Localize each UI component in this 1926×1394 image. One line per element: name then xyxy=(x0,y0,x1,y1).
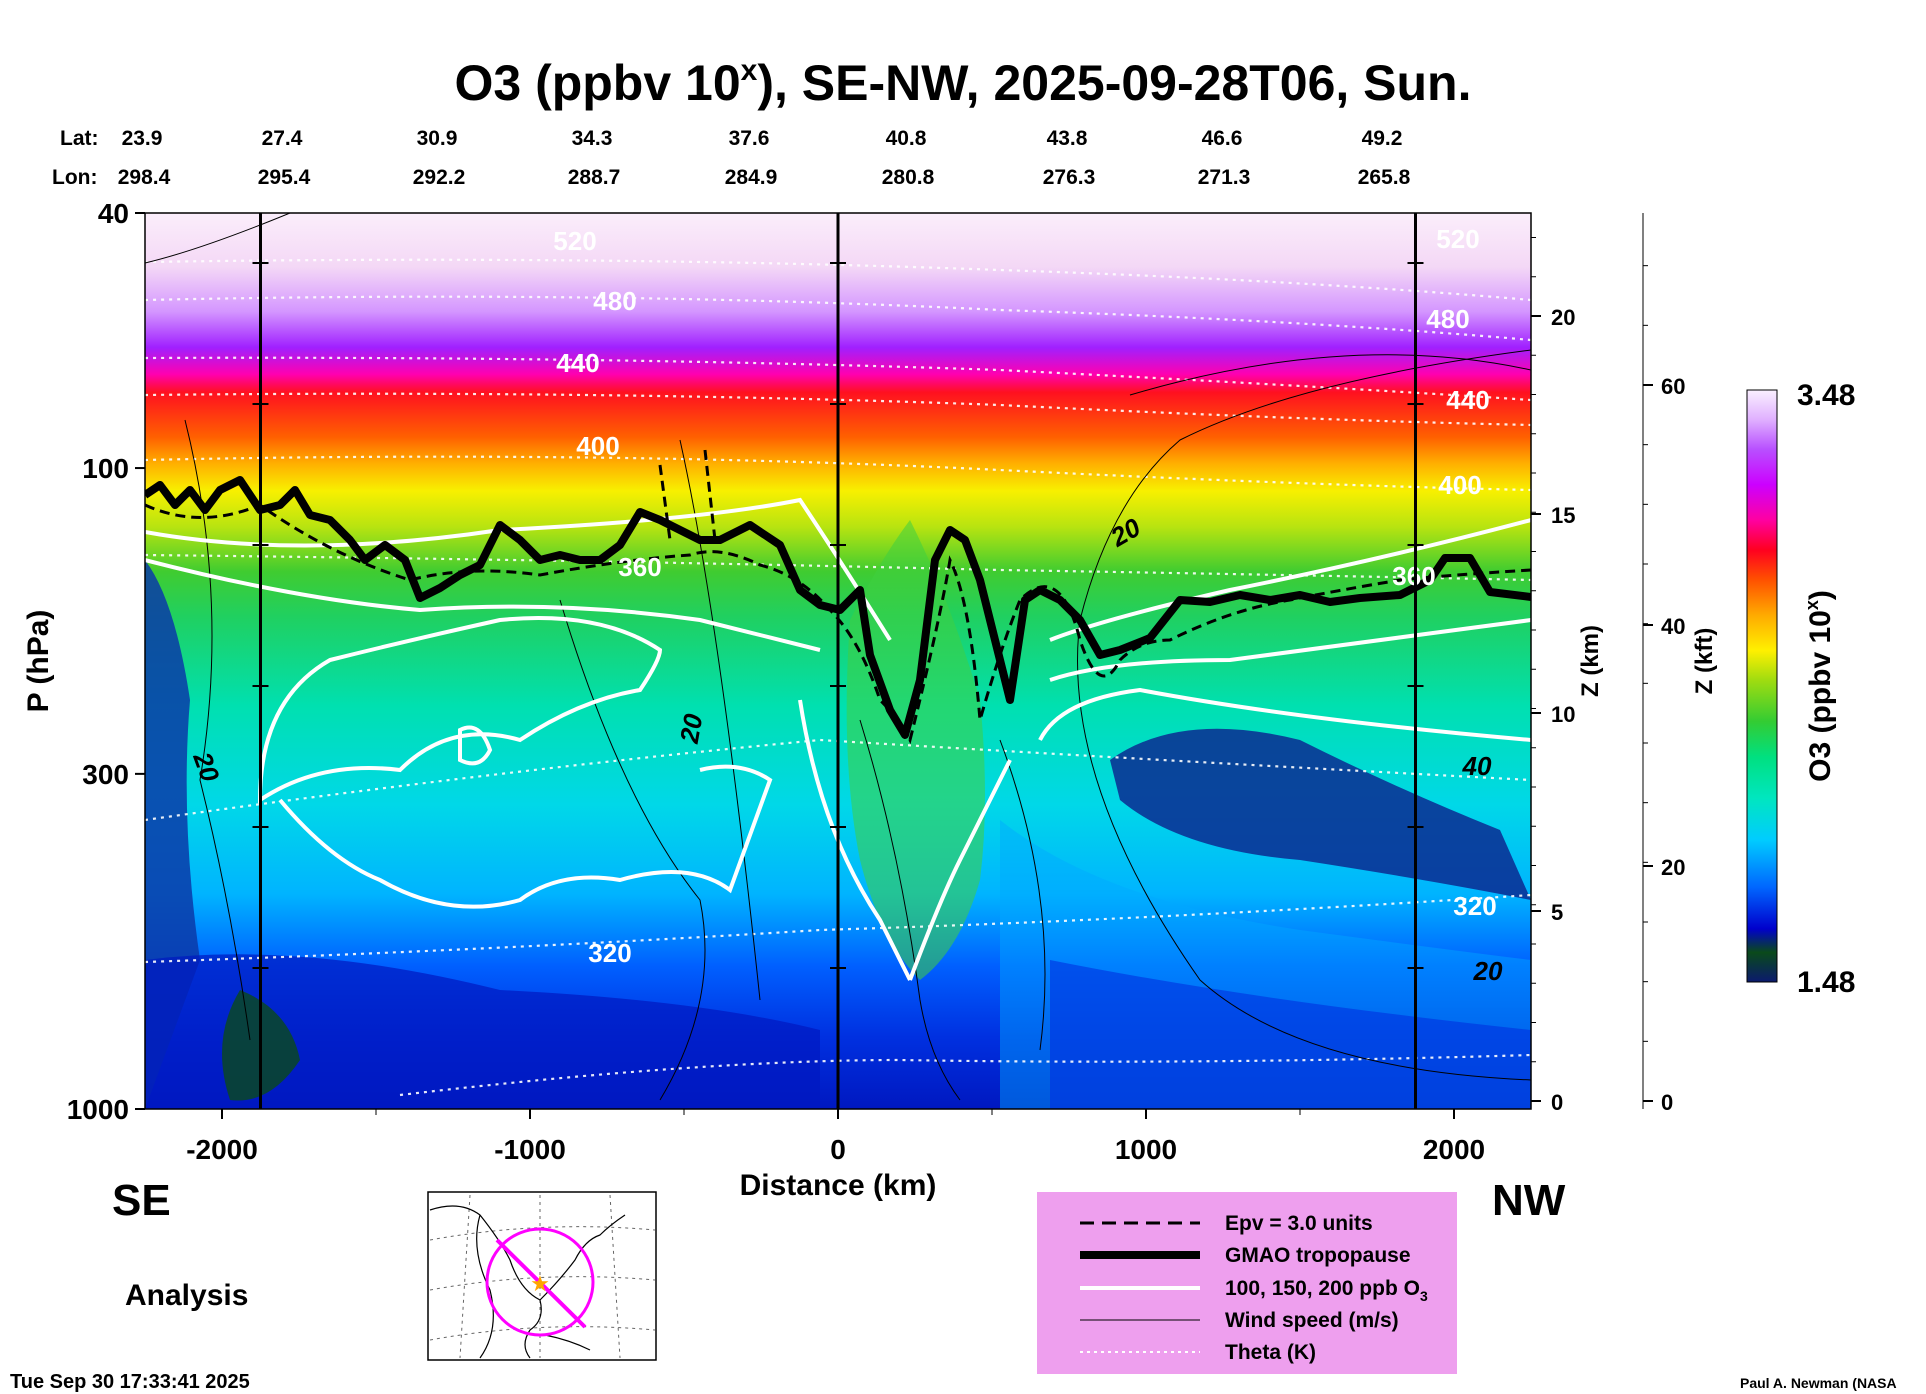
lon-value: 276.3 xyxy=(1043,166,1096,189)
lon-value: 295.4 xyxy=(258,166,311,189)
lat-value: 49.2 xyxy=(1362,127,1403,150)
timestamp: Tue Sep 30 17:33:41 2025 xyxy=(10,1371,250,1393)
theta-label: 480 xyxy=(593,286,636,316)
lat-value: 27.4 xyxy=(262,127,303,150)
lat-value: 43.8 xyxy=(1047,127,1088,150)
theta-label: 360 xyxy=(618,552,661,582)
z-kft-label: Z (kft) xyxy=(1691,628,1718,695)
x-axis-label: Distance (km) xyxy=(740,1169,937,1202)
z-km-tick-label: 5 xyxy=(1551,900,1563,925)
x-tick-label: 1000 xyxy=(1115,1134,1177,1165)
z-kft-tick-label: 40 xyxy=(1661,614,1685,639)
direction-left: SE xyxy=(112,1176,171,1225)
p-tick-label: 40 xyxy=(98,198,129,229)
theta-label: 520 xyxy=(553,226,596,256)
credit: Paul A. Newman (NASA xyxy=(1740,1375,1897,1391)
legend-ozone-contours: 100, 150, 200 ppb O3 xyxy=(1225,1277,1428,1304)
ozone-blue-right-low xyxy=(1050,960,1531,1109)
pressure-axis-ticks: 40 100 300 1000 xyxy=(67,198,145,1125)
wind-label: 40 xyxy=(1462,751,1492,781)
z-kft-tick-label: 0 xyxy=(1661,1090,1673,1115)
lon-value: 298.4 xyxy=(118,166,171,189)
ozone-dark-patch-right xyxy=(1110,728,1531,900)
lat-lon-values: 23.9 27.4 30.9 34.3 37.6 40.8 43.8 46.6 49.2 298.… xyxy=(118,127,1411,189)
theta-label: 400 xyxy=(1438,470,1481,500)
map-range-circle xyxy=(485,1227,595,1337)
p-tick-label: 300 xyxy=(82,759,129,790)
colorbar-max-label: 3.48 xyxy=(1797,379,1855,412)
vertical-marker-lines xyxy=(252,213,1424,1109)
legend-wind-speed: Wind speed (m/s) xyxy=(1225,1309,1399,1332)
x-tick-label: 2000 xyxy=(1423,1134,1485,1165)
lat-value: 34.3 xyxy=(572,127,613,150)
x-tick-label: -2000 xyxy=(186,1134,258,1165)
map-section-line xyxy=(495,1238,587,1329)
map-center-star-icon: ★ xyxy=(530,1272,550,1297)
lat-value: 46.6 xyxy=(1202,127,1243,150)
theta-label: 320 xyxy=(588,938,631,968)
theta-label: 480 xyxy=(1426,304,1469,334)
x-axis-ticks: -2000 -1000 0 1000 2000 xyxy=(186,1109,1485,1165)
ozone-low-patch-bottom xyxy=(145,954,820,1109)
epv-contour xyxy=(145,449,1531,745)
colorbar-min-label: 1.48 xyxy=(1797,966,1855,999)
z-km-label: Z (km) xyxy=(1577,625,1604,697)
theta-contours xyxy=(145,258,1531,1097)
colorbar-label: O3 (ppbv 10x) xyxy=(1802,590,1837,782)
z-km-tick-label: 10 xyxy=(1551,702,1575,727)
mode-label: Analysis xyxy=(125,1279,248,1312)
lat-value: 23.9 xyxy=(122,127,163,150)
lat-value: 40.8 xyxy=(886,127,927,150)
theta-label: 440 xyxy=(556,348,599,378)
x-tick-label: -1000 xyxy=(494,1134,566,1165)
legend: Epv = 3.0 units GMAO tropopause 100, 150… xyxy=(1037,1192,1457,1374)
legend-epv: Epv = 3.0 units xyxy=(1225,1212,1373,1235)
z-kft-axis: 0 20 40 60 xyxy=(1642,213,1685,1115)
z-km-tick-label: 0 xyxy=(1551,1090,1563,1115)
lon-label: Lon: xyxy=(52,166,97,189)
lon-value: 284.9 xyxy=(725,166,778,189)
theta-label: 520 xyxy=(1436,224,1479,254)
lat-label: Lat: xyxy=(60,127,99,150)
z-kft-tick-label: 20 xyxy=(1661,855,1685,880)
z-km-tick-label: 20 xyxy=(1551,305,1575,330)
legend-tropopause: GMAO tropopause xyxy=(1225,1244,1411,1267)
z-km-tick-label: 15 xyxy=(1551,503,1575,528)
p-tick-label: 1000 xyxy=(67,1094,129,1125)
lon-value: 280.8 xyxy=(882,166,935,189)
wind-label: 20 xyxy=(1473,956,1503,986)
x-tick-label: 0 xyxy=(830,1134,846,1165)
lat-value: 30.9 xyxy=(417,127,458,150)
ozone-intrusion xyxy=(846,520,985,980)
lon-value: 265.8 xyxy=(1358,166,1411,189)
lat-value: 37.6 xyxy=(729,127,770,150)
lon-value: 288.7 xyxy=(568,166,621,189)
theta-label: 400 xyxy=(576,431,619,461)
colorbar xyxy=(1746,389,1778,983)
location-map-inset: ★ xyxy=(427,1191,657,1361)
direction-right: NW xyxy=(1492,1176,1566,1225)
gmao-tropopause-line xyxy=(145,476,1531,739)
p-tick-label: 100 xyxy=(82,453,129,484)
chart-title: O3 (ppbv 10x), SE-NW, 2025-09-28T06, Sun… xyxy=(454,54,1471,111)
legend-theta: Theta (K) xyxy=(1225,1341,1316,1364)
theta-label: 440 xyxy=(1446,385,1489,415)
lon-value: 271.3 xyxy=(1198,166,1251,189)
wind-label: 20 xyxy=(674,711,709,746)
lon-value: 292.2 xyxy=(413,166,466,189)
z-kft-tick-label: 60 xyxy=(1661,374,1685,399)
z-km-axis: 0 5 10 15 20 xyxy=(1530,213,1575,1115)
theta-label: 320 xyxy=(1453,891,1496,921)
y-axis-label: P (hPa) xyxy=(22,610,55,713)
